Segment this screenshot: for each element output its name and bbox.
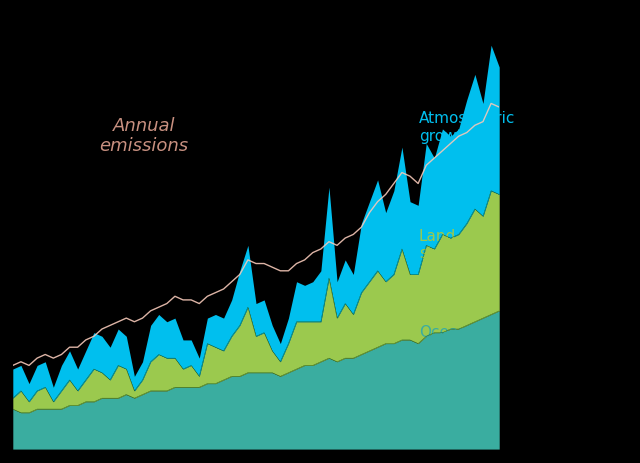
Text: Ocean
sink: Ocean sink: [419, 324, 468, 357]
Text: Atmospheric
growth: Atmospheric growth: [419, 111, 515, 143]
Text: Land
sink: Land sink: [419, 228, 456, 261]
Text: Annual
emissions: Annual emissions: [100, 116, 189, 155]
